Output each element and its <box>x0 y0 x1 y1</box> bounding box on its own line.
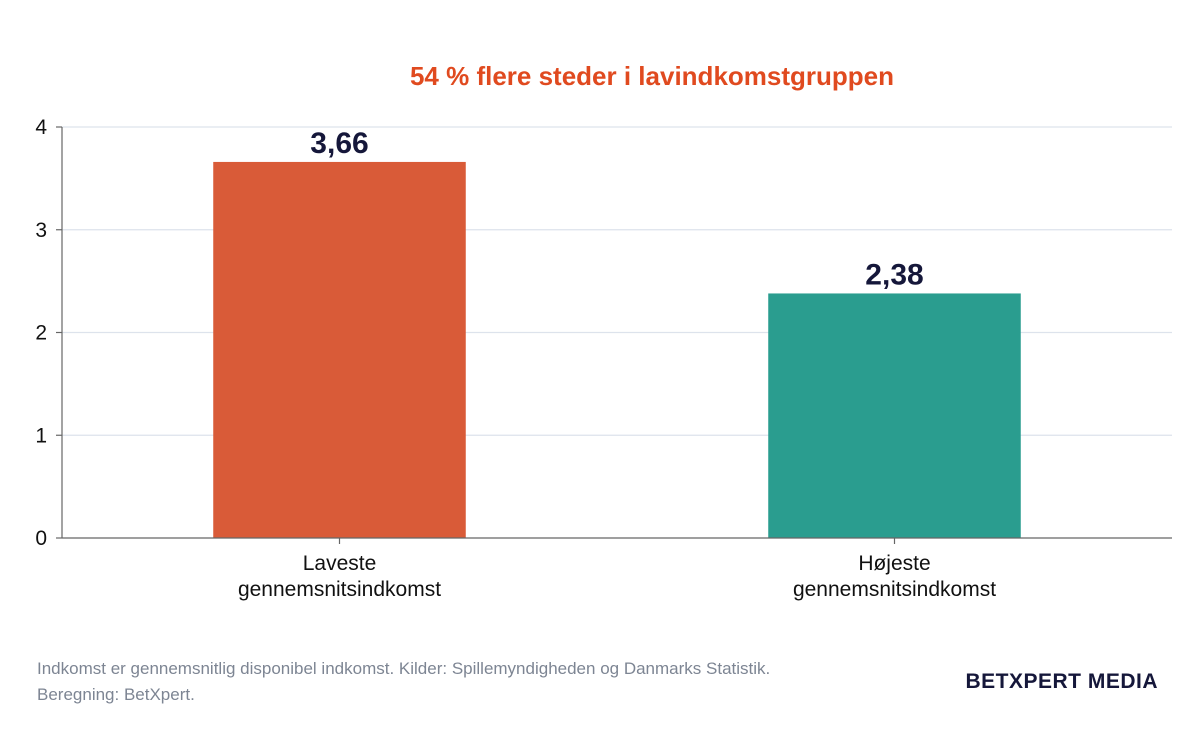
footnote-line-2: Beregning: BetXpert. <box>37 685 195 704</box>
footnote-line-1: Indkomst er gennemsnitlig disponibel ind… <box>37 659 771 678</box>
y-tick-label: 3 <box>35 219 47 242</box>
category-label-1-line-2: gennemsnitsindkomst <box>238 578 441 601</box>
category-label-1-line-1: Laveste <box>303 552 377 575</box>
category-label-2-line-2: gennemsnitsindkomst <box>793 578 996 601</box>
category-label-2-line-1: Højeste <box>858 552 930 575</box>
y-tick-label: 2 <box>35 322 47 345</box>
brand-logo-text: BETXPERT MEDIA <box>965 670 1158 693</box>
y-tick-label: 4 <box>35 116 47 139</box>
chart-title: 54 % flere steder i lavindkomstgruppen <box>410 61 894 91</box>
labels: 0 1 2 3 4 3,66 Laveste gennemsnitsindkomst 2,38 H… <box>35 116 996 601</box>
y-tick-label: 0 <box>35 527 47 550</box>
bar-1 <box>213 161 466 538</box>
axes <box>56 126 1172 544</box>
data-label-2: 2,38 <box>865 258 923 291</box>
data-label-1: 3,66 <box>310 127 368 160</box>
bars <box>213 161 1021 538</box>
bar-2 <box>768 293 1021 538</box>
footnote: Indkomst er gennemsnitlig disponibel ind… <box>37 656 897 708</box>
y-tick-label: 1 <box>35 424 47 447</box>
